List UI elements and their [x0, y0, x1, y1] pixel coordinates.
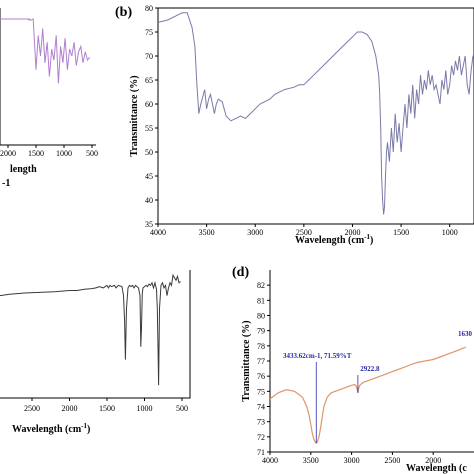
panel-b-frame — [157, 7, 474, 225]
panel-a-x-tick-label-0: 2000 — [0, 149, 16, 158]
panel-d-x-axis-label: Wavelength (c — [406, 463, 467, 474]
panel-d-y-tick-label-7: 78 — [257, 342, 265, 351]
panel-b-x-tick-label-3: 2500 — [296, 228, 312, 237]
panel-d-y-tick-label-10: 81 — [257, 296, 265, 305]
panel-c-axes — [0, 270, 191, 399]
panel-b-y-tick-label-6: 65 — [145, 76, 153, 85]
panel-a-axes — [0, 8, 96, 146]
panel-c-spectrum — [0, 273, 181, 386]
panel-d-axes — [269, 270, 474, 453]
panel-a-x-tick-label-2: 1000 — [56, 149, 72, 158]
panel-d-letter: (d) — [232, 265, 249, 280]
panel-b-x-tick-label-0: 4000 — [150, 228, 166, 237]
panel-d-y-tick-label-3: 74 — [257, 403, 265, 412]
panel-c-x-tick-label-2: 1500 — [99, 404, 115, 413]
panel-b-y-axis-label: Transmittance (%) — [129, 75, 140, 156]
panel-b-y-tick-label-7: 70 — [145, 52, 153, 61]
panel-a-x-axis-label: length — [10, 164, 37, 175]
panel-d-annotation-1: 3433.62cm-1, 71.59%T — [283, 352, 352, 360]
panel-d-y-tick-label-6: 77 — [257, 357, 265, 366]
panel-b-letter: (b) — [115, 5, 132, 20]
panel-a-x-tick-label-1: 1500 — [28, 149, 44, 158]
panel-a-x-axis-label-cont: -1 — [2, 178, 10, 189]
panel-d-annotation-3: 1630 — [458, 330, 473, 338]
panel-b-x-axis-label-end: ) — [370, 235, 373, 246]
panel-d-x-tick-label-1: 3500 — [303, 456, 319, 465]
panel-c-x-tick-label-4: 500 — [176, 404, 188, 413]
panel-b-y-tick-label-4: 55 — [145, 124, 153, 133]
panel-d-x-tick-label-0: 4000 — [262, 456, 278, 465]
panel-d-y-tick-label-1: 72 — [257, 433, 265, 442]
panel-b-x-axis-label: Wavelength (cm-1) — [295, 233, 373, 246]
panel-c-x-tick-label-3: 1000 — [137, 404, 153, 413]
panel-b-y-tick-label-3: 50 — [145, 148, 153, 157]
panel-d-x-tick-label-4: 2000 — [425, 456, 441, 465]
panel-c-x-axis-label-end: ) — [87, 424, 90, 435]
panel-a-x-tick-label-3: 500 — [86, 149, 98, 158]
panel-c-x-tick-label-0: 2500 — [24, 404, 40, 413]
panel-b-x-tick-label-6: 1000 — [442, 228, 458, 237]
panel-b-x-tick-label-4: 2000 — [344, 228, 360, 237]
panel-b-x-tick-label-5: 1500 — [393, 228, 409, 237]
panel-c-x-axis-label: Wavelength (cm-1) — [12, 422, 90, 435]
panel-b-y-tick-label-5: 60 — [145, 100, 153, 109]
panel-d-y-tick-label-9: 80 — [257, 312, 265, 321]
panel-d-y-tick-label-11: 82 — [257, 281, 265, 290]
panel-a-spectrum — [8, 18, 91, 84]
panel-b-y-tick-label-8: 75 — [145, 28, 153, 37]
panel-d-y-tick-label-4: 75 — [257, 387, 265, 396]
panel-d-annotation-2: 2922.8 — [360, 365, 380, 373]
panel-d-y-tick-label-0: 71 — [257, 448, 265, 457]
panel-d-y-tick-label-5: 76 — [257, 372, 265, 381]
panel-b-spectrum — [157, 12, 474, 215]
panel-b-x-tick-label-2: 3000 — [247, 228, 263, 237]
panel-d-y-axis-label: Transmittance (%) — [241, 320, 252, 401]
panel-d-y-tick-label-8: 79 — [257, 327, 265, 336]
panel-b-y-tick-label-1: 40 — [145, 196, 153, 205]
panel-d-spectrum — [269, 346, 466, 444]
panel-b-y-tick-label-9: 80 — [145, 4, 153, 13]
panel-d-x-tick-label-2: 3000 — [344, 456, 360, 465]
panel-c-x-axis-label-sup: -1 — [81, 422, 87, 430]
panel-d-x-tick-label-3: 2500 — [384, 456, 400, 465]
panel-b-x-tick-label-1: 3500 — [199, 228, 215, 237]
panel-d-y-tick-label-2: 73 — [257, 418, 265, 427]
panel-b-y-tick-label-0: 35 — [145, 220, 153, 229]
panel-b-x-axis-label-sup: -1 — [364, 233, 370, 241]
panel-b-y-tick-label-2: 45 — [145, 172, 153, 181]
panel-c-x-tick-label-1: 2000 — [62, 404, 78, 413]
